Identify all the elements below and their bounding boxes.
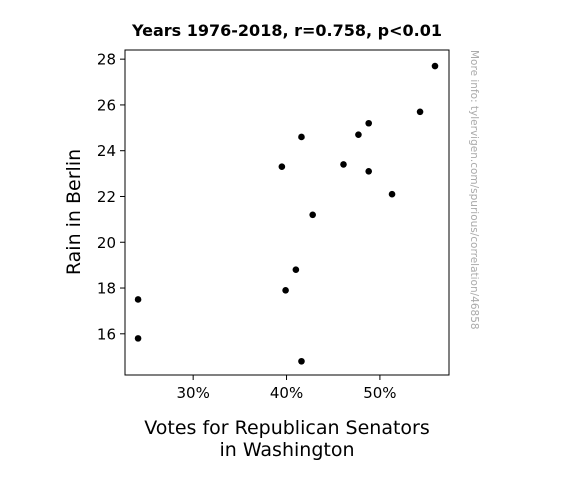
data-point <box>134 335 142 342</box>
x-axis-label-line-1: Votes for Republican Senators <box>144 417 430 439</box>
data-point <box>340 161 347 168</box>
y-tick-label: 24 <box>97 142 116 160</box>
data-point <box>309 211 316 219</box>
data-point <box>365 168 373 175</box>
data-point <box>292 266 300 274</box>
x-axis-label-line-2: in Washington <box>219 439 354 461</box>
data-point <box>278 163 286 171</box>
data-point <box>282 287 289 294</box>
data-point <box>416 108 424 116</box>
data-point <box>365 119 373 127</box>
y-axis-label: Rain in Berlin <box>63 149 85 275</box>
data-point <box>355 131 362 138</box>
y-tick-label: 20 <box>97 234 116 252</box>
plot-area-frame <box>124 49 450 376</box>
chart-title: Years 1976-2018, r=0.758, p<0.01 <box>131 21 442 40</box>
y-axis: 16 18 20 22 24 26 28 <box>97 51 125 343</box>
x-axis: 30% 40% 50% <box>176 375 397 402</box>
data-point <box>431 62 439 70</box>
data-point <box>298 357 305 365</box>
watermark-text: More info: tylervigen.com/spurious/corre… <box>468 50 480 330</box>
y-tick-label: 28 <box>97 51 116 69</box>
data-points <box>134 62 439 365</box>
x-tick-label: 40% <box>270 384 303 402</box>
y-tick-label: 22 <box>97 188 116 206</box>
x-tick-label: 50% <box>363 384 396 402</box>
y-tick-label: 16 <box>97 325 116 343</box>
y-tick-label: 26 <box>97 96 116 114</box>
data-point <box>134 296 142 303</box>
data-point <box>388 190 396 198</box>
x-tick-label: 30% <box>176 384 209 402</box>
data-point <box>298 133 305 141</box>
y-tick-label: 18 <box>97 280 116 298</box>
